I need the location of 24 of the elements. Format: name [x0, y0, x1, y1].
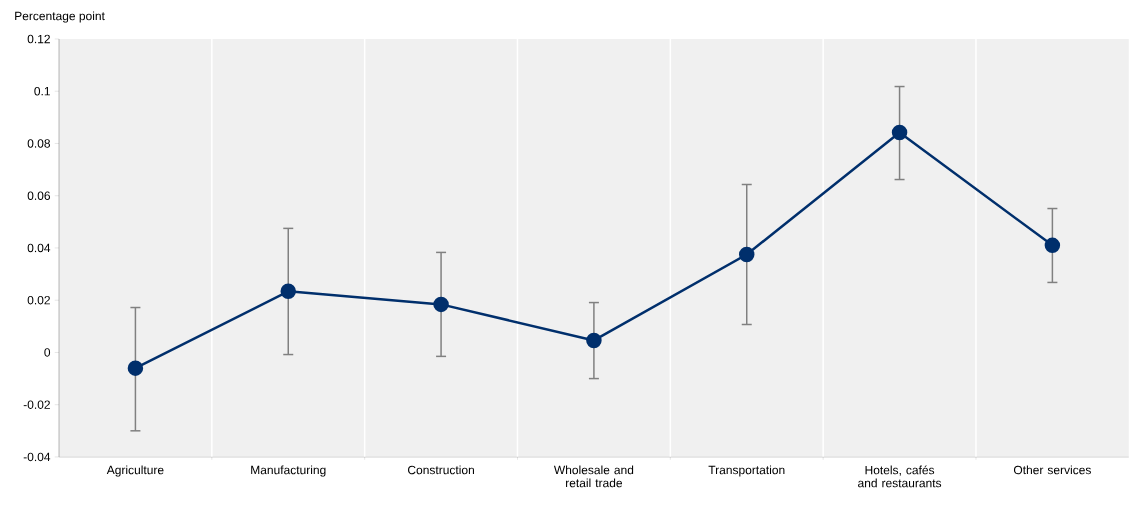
x-tick-label: Other services — [1013, 465, 1091, 475]
y-tick-label: -0.02 — [23, 400, 50, 409]
y-tick-label: 0.1 — [34, 87, 50, 96]
point — [1044, 237, 1061, 254]
point — [738, 246, 755, 263]
x-tick-label: Wholesale and retail trade — [553, 465, 634, 488]
x-tick-label: Agriculture — [106, 465, 164, 477]
y-tick-label: 0.04 — [27, 243, 51, 253]
x-tick-label: Transportation — [708, 465, 785, 477]
y-tick-label: 0.06 — [27, 191, 51, 200]
point — [433, 296, 449, 313]
x-tick-label: Manufacturing — [251, 465, 326, 477]
y-tick-label: -0.04 — [23, 452, 51, 462]
y-tick-label: 0.12 — [27, 34, 50, 44]
point — [586, 332, 602, 349]
y-tick-label: 0 — [44, 348, 51, 357]
point — [280, 283, 296, 300]
y-axis-title: Percentage point — [15, 11, 105, 23]
y-tick-label: 0.08 — [27, 139, 51, 148]
y-tick-label: 0.02 — [27, 296, 50, 305]
x-tick-label: Hotels, cafés and restaurants — [858, 465, 942, 488]
point — [891, 124, 908, 141]
point — [127, 360, 144, 376]
x-tick-label: Construction — [408, 465, 474, 475]
